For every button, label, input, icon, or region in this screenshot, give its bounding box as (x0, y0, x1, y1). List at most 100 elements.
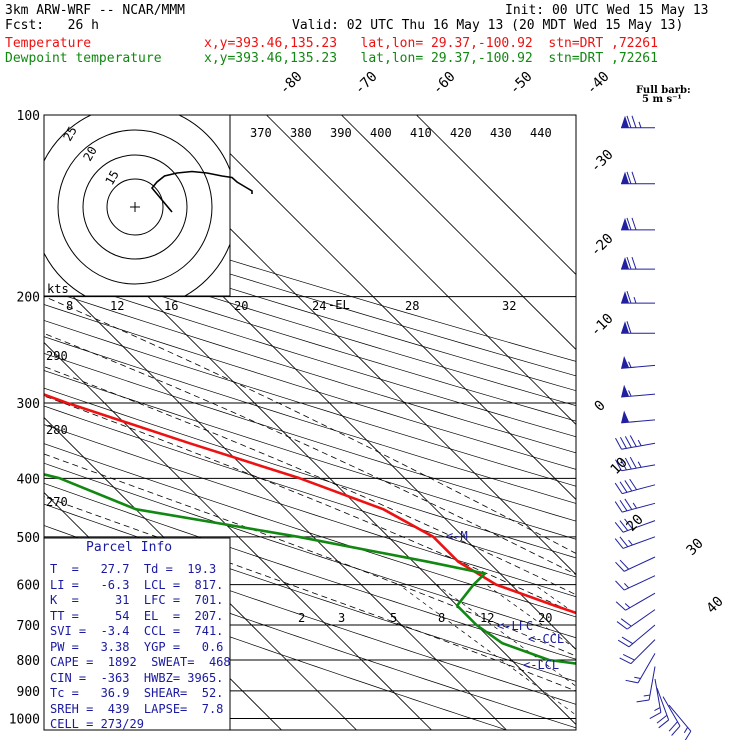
dry-adiabat (44, 353, 576, 522)
pressure-tick-label: 600 (17, 579, 40, 594)
init-time: Init: 00 UTC Wed 15 May 13 (505, 3, 709, 18)
annotation-m: <-M (446, 529, 468, 543)
wind-barb (615, 556, 656, 572)
isotherm-label: -20 (588, 231, 617, 260)
theta-label: 380 (290, 126, 312, 140)
wind-barb (614, 536, 656, 549)
isotherm (415, 115, 576, 276)
theta-label: 410 (410, 126, 432, 140)
hodograph-units: kts (47, 282, 69, 296)
mixing-ratio-label: 12 (480, 611, 494, 625)
dry-adiabat (44, 405, 576, 578)
dry-adiabat-label: 280 (46, 423, 68, 437)
mixing-ratio-line (485, 584, 576, 650)
wind-barb (615, 456, 656, 472)
hodograph-frame (43, 114, 231, 297)
wind-barb (616, 609, 656, 630)
mixing-ratio-label: 3 (338, 611, 345, 625)
isotherm-label: 10 (608, 455, 631, 478)
pressure-tick-label: 900 (17, 685, 40, 700)
wind-barb (615, 435, 656, 450)
hodograph-ring (82, 154, 188, 260)
pressure-tick-label: 100 (17, 109, 40, 124)
barb-legend-unit: 5 m s⁻¹ (642, 94, 682, 105)
wind-barb (621, 410, 656, 424)
hodo-speed-label: 20 (234, 299, 248, 313)
parcel-row: Tc = 36.9 SHEAR= 52. (50, 686, 224, 700)
dry-adiabat (44, 215, 576, 377)
parcel-info-title: Parcel Info (86, 540, 173, 555)
mixing-ratio-label: 5 (390, 611, 397, 625)
pressure-tick-label: 500 (17, 531, 40, 546)
dry-adiabat (44, 243, 576, 407)
theta-label: 370 (250, 126, 272, 140)
hodograph-ring-label: 20 (80, 144, 99, 164)
wind-barb (621, 384, 656, 398)
hodo-speed-label: 8 (66, 299, 73, 313)
parcel-row: LI = -6.3 LCL = 817. (50, 577, 224, 592)
parcel-row: CIN = -363 HWBZ= 3965. (50, 670, 224, 685)
theta-label: 390 (330, 126, 352, 140)
parcel-row: CAPE = 1892 SWEAT= 468 (50, 655, 231, 669)
annotation-lfc: <-LFC (497, 619, 533, 633)
isotherm (265, 115, 576, 426)
parcel-row: K = 31 LFC = 701. (50, 593, 224, 607)
wind-barb (614, 498, 656, 513)
hodo-speed-label: 32 (502, 299, 516, 313)
hodograph-ring (57, 129, 213, 285)
wind-barb (614, 518, 656, 533)
wind-barb (649, 678, 662, 719)
moist-adiabat (44, 496, 576, 692)
isotherm-label: -60 (430, 69, 459, 98)
mixing-ratio-label: 2 (298, 611, 305, 625)
pressure-tick-label: 200 (17, 291, 40, 306)
model-title: 3km ARW-WRF -- NCAR/MMM (5, 3, 186, 18)
dewpoint-legend: Dewpoint temperature (5, 51, 162, 66)
parcel-panel-frame (43, 537, 231, 731)
annotation-lcl: <-LCL (523, 658, 559, 672)
dry-adiabat (44, 320, 576, 487)
isotherm-label: -70 (352, 69, 381, 98)
dry-adiabat (44, 503, 576, 682)
wind-barb (621, 290, 655, 304)
dry-adiabat (44, 288, 576, 454)
temperature-location: x,y=393.46,135.23 lat,lon= 29.37,-100.92… (204, 36, 658, 51)
wind-barb (662, 696, 681, 736)
annotation-el: -EL (328, 298, 350, 312)
isotherm-label: -10 (588, 311, 617, 340)
moist-adiabat (44, 296, 576, 554)
wind-barb (621, 256, 655, 270)
wind-barb (617, 624, 656, 648)
parcel-row: SREH = 439 LAPSE= 7.8 (50, 701, 224, 716)
theta-label: 430 (490, 126, 512, 140)
pressure-tick-label: 400 (17, 472, 40, 487)
isotherm (44, 341, 433, 730)
dry-adiabat (44, 482, 576, 660)
wind-barb (615, 592, 656, 611)
wind-barbs (614, 115, 692, 740)
isotherm-label: 30 (684, 536, 707, 559)
isotherm-label: -50 (507, 69, 536, 98)
dry-adiabat (44, 229, 576, 392)
wind-barb (621, 115, 655, 129)
plot-frame (43, 114, 577, 731)
hodo-speed-label: 28 (405, 299, 419, 313)
dry-adiabat (44, 258, 576, 422)
pressure-tick-label: 700 (17, 619, 40, 634)
wind-barb (636, 666, 656, 703)
mixing-ratio-line (398, 584, 576, 716)
theta-label: 440 (530, 126, 552, 140)
wind-barb (625, 653, 656, 684)
mixing-ratio-label: 8 (438, 611, 445, 625)
valid-time: Valid: 02 UTC Thu 16 May 13 (20 MDT Wed … (292, 18, 684, 33)
isotherm-label: -80 (277, 69, 306, 98)
wind-barb (615, 575, 656, 591)
wind-barb (668, 704, 692, 740)
isotherm-label: 20 (624, 512, 647, 535)
pressure-tick-label: 800 (17, 654, 40, 669)
wind-barb (621, 356, 656, 369)
isotherm (190, 115, 576, 501)
pressure-tick-label: 1000 (9, 713, 40, 728)
dry-adiabat (44, 304, 576, 470)
